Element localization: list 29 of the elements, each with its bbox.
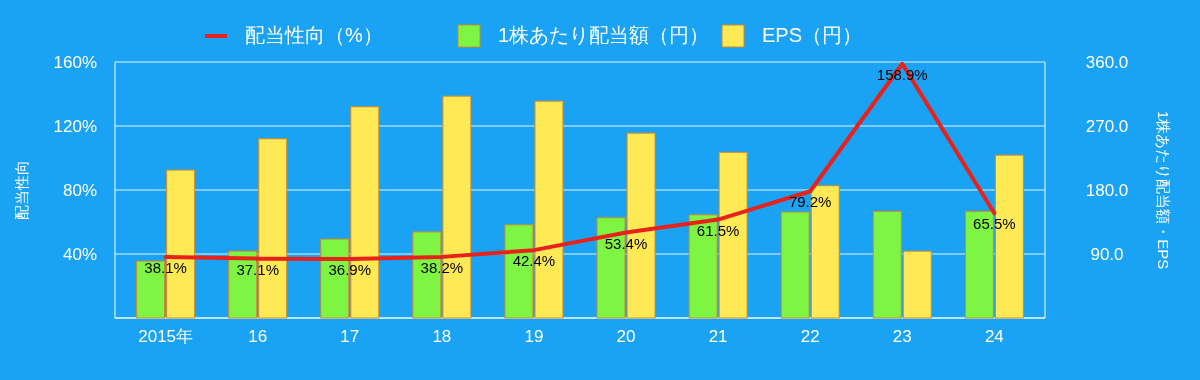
y-tick-label: 80% <box>62 181 97 200</box>
x-tick-label: 21 <box>708 327 728 346</box>
data-label: 53.4% <box>604 234 648 252</box>
x-tick-label: 20 <box>616 327 636 346</box>
y-tick-label: 120% <box>53 117 97 136</box>
y-tick-label: 160% <box>53 53 97 72</box>
legend-label: 1株あたり配当額（円） <box>498 24 710 46</box>
x-tick-label: 22 <box>800 327 820 346</box>
y-axis-title: 配当性向 <box>13 160 30 220</box>
y2-tick-label: 270.0 <box>1085 117 1129 136</box>
legend-label: EPS（円） <box>762 24 863 46</box>
data-label: 37.1% <box>236 260 279 278</box>
data-label: 38.2% <box>420 258 464 276</box>
x-tick-label: 18 <box>432 327 452 346</box>
data-label: 36.9% <box>328 260 372 278</box>
x-tick-label: 24 <box>984 327 1004 346</box>
legend-label: 配当性向（%） <box>245 24 383 46</box>
y2-tick-label: 360.0 <box>1085 53 1129 72</box>
y2-tick-label: 90.0 <box>1090 245 1124 264</box>
data-label: 42.4% <box>512 252 556 270</box>
x-tick-label: 17 <box>340 327 360 346</box>
y2-tick-label: 180.0 <box>1085 181 1129 200</box>
y2-axis-title: 1株あたり配当額・EPS <box>1155 110 1172 270</box>
data-label: 61.5% <box>696 221 740 239</box>
y-tick-label: 40% <box>62 245 97 264</box>
x-tick-label: 2015年 <box>138 327 194 346</box>
x-tick-label: 19 <box>524 327 544 346</box>
x-tick-label: 16 <box>248 327 268 346</box>
x-tick-label: 23 <box>892 327 912 346</box>
